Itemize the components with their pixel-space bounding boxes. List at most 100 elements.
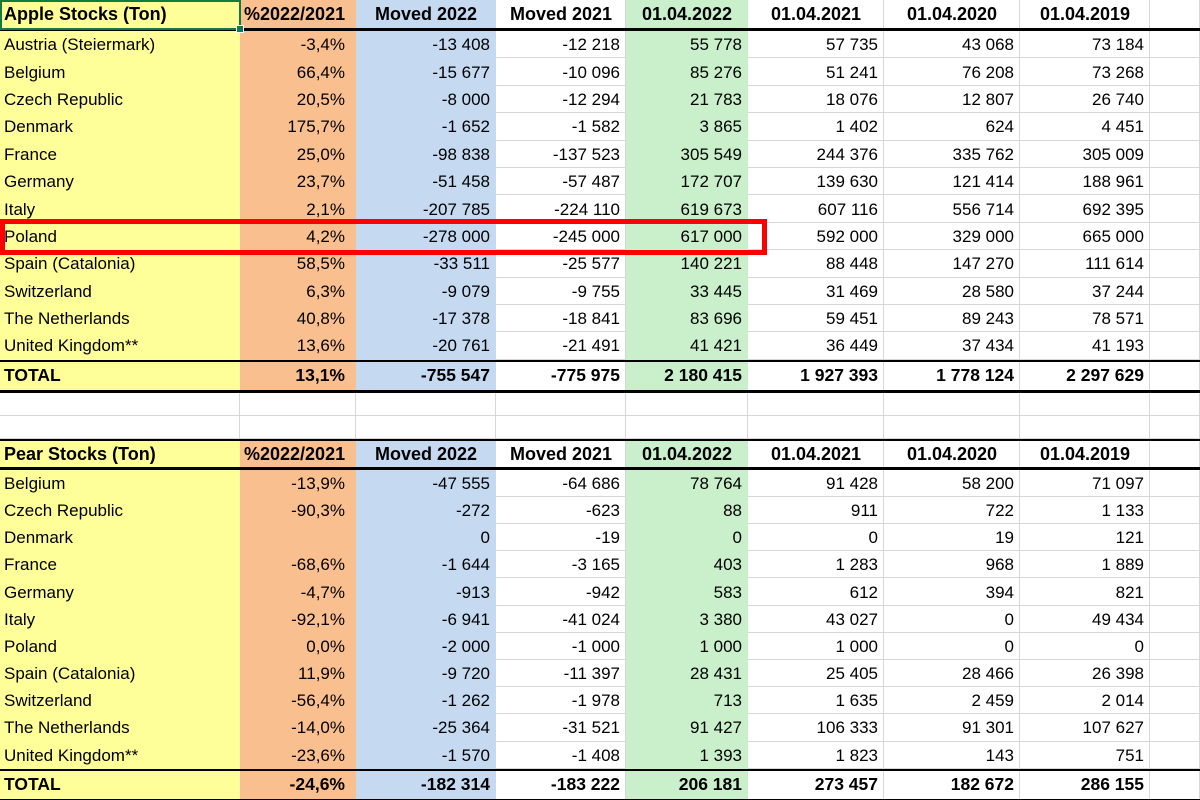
cell-stock-2022[interactable]: 172 707: [626, 167, 748, 196]
cell-stock-2019[interactable]: 37 244: [1020, 277, 1150, 305]
cell-stock-2019[interactable]: 665 000: [1020, 222, 1150, 251]
cell-stock-2021[interactable]: 1 000: [748, 632, 884, 660]
cell-pct-2022-2021[interactable]: [240, 524, 356, 552]
cell-moved-2022[interactable]: -207 785: [356, 195, 496, 223]
cell-stock-2020[interactable]: 556 714: [884, 195, 1020, 223]
cell-moved-2021[interactable]: -64 686: [496, 469, 626, 497]
cell-pct-2022-2021[interactable]: 66,4%: [240, 58, 356, 86]
cell-pct-2022-2021[interactable]: -3,4%: [240, 31, 356, 59]
total-label[interactable]: TOTAL: [0, 770, 240, 799]
total-stock-2021[interactable]: 1 927 393: [748, 361, 884, 390]
cell-country[interactable]: Belgium: [0, 58, 240, 86]
cell-stock-2019[interactable]: 0: [1020, 632, 1150, 660]
cell-stock-2019[interactable]: 73 184: [1020, 31, 1150, 59]
cell-country[interactable]: United Kingdom**: [0, 332, 240, 360]
total-stock-2019[interactable]: 2 297 629: [1020, 361, 1150, 390]
cell-pct-2022-2021[interactable]: 4,2%: [240, 222, 356, 251]
empty-cell[interactable]: [1020, 415, 1150, 439]
col-header-stock-2020[interactable]: 01.04.2020: [884, 0, 1020, 28]
total-stock-2019[interactable]: 286 155: [1020, 770, 1150, 799]
cell-moved-2021[interactable]: -41 024: [496, 605, 626, 633]
col-header-stock-2021[interactable]: 01.04.2021: [748, 0, 884, 28]
cell-stock-2022[interactable]: 83 696: [626, 304, 748, 333]
cell-stock-2021[interactable]: 1 283: [748, 551, 884, 579]
cell-moved-2022[interactable]: -9 079: [356, 277, 496, 305]
cell-moved-2022[interactable]: -33 511: [356, 250, 496, 278]
cell-stock-2021[interactable]: 106 333: [748, 714, 884, 742]
cell-moved-2022[interactable]: -1 652: [356, 113, 496, 141]
cell-stock-2020[interactable]: 147 270: [884, 250, 1020, 278]
empty-cell[interactable]: [748, 392, 884, 416]
empty-cell[interactable]: [0, 415, 240, 439]
cell-moved-2021[interactable]: -1 978: [496, 687, 626, 715]
total-stock-2022[interactable]: 2 180 415: [626, 361, 748, 390]
cell-pct-2022-2021[interactable]: 2,1%: [240, 195, 356, 223]
cell-stock-2022[interactable]: 33 445: [626, 277, 748, 305]
cell-stock-2020[interactable]: 0: [884, 632, 1020, 660]
cell-stock-2019[interactable]: 4 451: [1020, 113, 1150, 141]
cell-moved-2022[interactable]: -1 644: [356, 551, 496, 579]
total-moved-2021[interactable]: -775 975: [496, 361, 626, 390]
cell-stock-2021[interactable]: 139 630: [748, 167, 884, 196]
total-moved-2022[interactable]: -182 314: [356, 770, 496, 799]
total-stock-2022[interactable]: 206 181: [626, 770, 748, 799]
cell-stock-2021[interactable]: 91 428: [748, 469, 884, 497]
total-moved-2021[interactable]: -183 222: [496, 770, 626, 799]
cell-moved-2021[interactable]: -1 000: [496, 632, 626, 660]
cell-country[interactable]: Poland: [0, 222, 240, 251]
cell-country[interactable]: Poland: [0, 632, 240, 660]
cell-stock-2022[interactable]: 85 276: [626, 58, 748, 86]
empty-cell[interactable]: [240, 392, 356, 416]
cell-country[interactable]: Germany: [0, 167, 240, 196]
cell-pct-2022-2021[interactable]: 20,5%: [240, 85, 356, 114]
cell-stock-2020[interactable]: 28 466: [884, 660, 1020, 688]
cell-stock-2022[interactable]: 140 221: [626, 250, 748, 278]
cell-moved-2022[interactable]: -272: [356, 496, 496, 525]
cell-moved-2021[interactable]: -137 523: [496, 140, 626, 168]
cell-stock-2021[interactable]: 88 448: [748, 250, 884, 278]
empty-cell[interactable]: [240, 415, 356, 439]
cell-stock-2022[interactable]: 55 778: [626, 31, 748, 59]
cell-stock-2021[interactable]: 244 376: [748, 140, 884, 168]
cell-moved-2021[interactable]: -21 491: [496, 332, 626, 360]
cell-stock-2019[interactable]: 71 097: [1020, 469, 1150, 497]
cell-pct-2022-2021[interactable]: 40,8%: [240, 304, 356, 333]
cell-pct-2022-2021[interactable]: -56,4%: [240, 687, 356, 715]
cell-stock-2019[interactable]: 121: [1020, 524, 1150, 552]
cell-moved-2022[interactable]: -25 364: [356, 714, 496, 742]
cell-stock-2021[interactable]: 1 635: [748, 687, 884, 715]
cell-stock-2021[interactable]: 57 735: [748, 31, 884, 59]
cell-stock-2020[interactable]: 43 068: [884, 31, 1020, 59]
col-header-moved-2021[interactable]: Moved 2021: [496, 0, 626, 28]
total-pct[interactable]: -24,6%: [240, 770, 356, 799]
cell-pct-2022-2021[interactable]: -92,1%: [240, 605, 356, 633]
cell-country[interactable]: Germany: [0, 578, 240, 606]
cell-stock-2020[interactable]: 624: [884, 113, 1020, 141]
apple-table-title[interactable]: Apple Stocks (Ton): [0, 0, 240, 28]
cell-stock-2022[interactable]: 78 764: [626, 469, 748, 497]
cell-stock-2019[interactable]: 821: [1020, 578, 1150, 606]
cell-moved-2021[interactable]: -1 408: [496, 741, 626, 769]
cell-country[interactable]: Italy: [0, 195, 240, 223]
cell-stock-2022[interactable]: 305 549: [626, 140, 748, 168]
cell-country[interactable]: The Netherlands: [0, 304, 240, 333]
empty-cell[interactable]: [884, 415, 1020, 439]
cell-moved-2022[interactable]: -913: [356, 578, 496, 606]
empty-cell[interactable]: [626, 392, 748, 416]
cell-stock-2022[interactable]: 713: [626, 687, 748, 715]
cell-stock-2020[interactable]: 0: [884, 605, 1020, 633]
cell-moved-2022[interactable]: -6 941: [356, 605, 496, 633]
cell-stock-2021[interactable]: 607 116: [748, 195, 884, 223]
col-header-stock-2019[interactable]: 01.04.2019: [1020, 0, 1150, 28]
cell-moved-2022[interactable]: -1 570: [356, 741, 496, 769]
cell-stock-2019[interactable]: 1 889: [1020, 551, 1150, 579]
cell-stock-2019[interactable]: 692 395: [1020, 195, 1150, 223]
col-header-stock-2020[interactable]: 01.04.2020: [884, 440, 1020, 467]
cell-pct-2022-2021[interactable]: 23,7%: [240, 167, 356, 196]
cell-stock-2022[interactable]: 41 421: [626, 332, 748, 360]
cell-pct-2022-2021[interactable]: 13,6%: [240, 332, 356, 360]
col-header-moved-2022[interactable]: Moved 2022: [356, 0, 496, 28]
cell-pct-2022-2021[interactable]: -68,6%: [240, 551, 356, 579]
cell-moved-2021[interactable]: -942: [496, 578, 626, 606]
cell-stock-2021[interactable]: 612: [748, 578, 884, 606]
